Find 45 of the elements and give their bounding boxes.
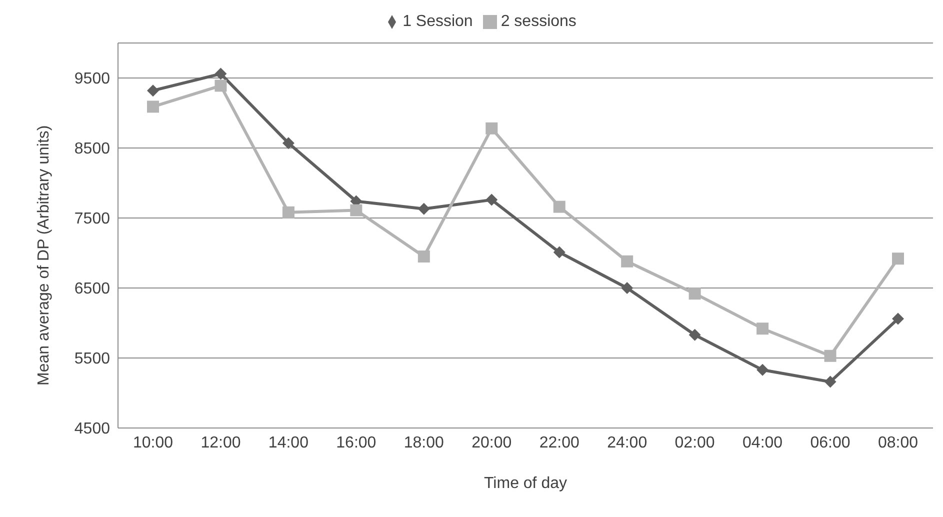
x-tick-label: 02:00 [674, 434, 715, 452]
point [756, 322, 769, 335]
point [282, 137, 294, 150]
legend-label: 1 Session [402, 13, 473, 30]
x-tick-label: 16:00 [336, 434, 376, 452]
x-tick-label: 24:00 [607, 434, 648, 452]
x-tick-label: 18:00 [404, 434, 444, 452]
x-tick-label: 10:00 [132, 434, 174, 452]
point [282, 206, 294, 218]
y-tick-label: 8500 [74, 140, 110, 158]
point [418, 202, 430, 215]
y-axis-title: Mean average of DP (Arbitrary units) [36, 125, 53, 386]
point [892, 312, 904, 325]
y-tick-label: 5500 [74, 350, 110, 368]
point [214, 68, 227, 80]
x-tick-label: 20:00 [472, 434, 512, 452]
point [824, 376, 836, 388]
point [553, 200, 566, 213]
y-tick-label: 7500 [74, 210, 110, 228]
point [486, 194, 498, 206]
x-axis-title: Time of day [484, 475, 567, 492]
x-tick-label: 14:00 [268, 434, 309, 452]
point [824, 350, 836, 362]
point [688, 328, 701, 341]
point [147, 84, 159, 97]
x-tick-label: 04:00 [742, 434, 783, 452]
point [486, 122, 498, 134]
point [756, 364, 769, 376]
point [214, 80, 227, 92]
point [621, 255, 634, 268]
point [418, 250, 430, 262]
y-tick-label: 4500 [74, 420, 110, 438]
point [688, 288, 701, 300]
y-tick-label: 6500 [74, 280, 110, 298]
x-tick-label: 06:00 [810, 434, 850, 452]
y-tick-label: 9500 [74, 70, 110, 88]
point [147, 100, 159, 113]
legend-label: 2 sessions [500, 13, 576, 30]
point [621, 282, 634, 294]
x-tick-label: 12:00 [200, 434, 241, 452]
point [350, 204, 362, 216]
x-tick-label: 22:00 [539, 434, 580, 452]
point [892, 252, 904, 265]
point [553, 246, 566, 258]
x-tick-label: 08:00 [878, 434, 918, 452]
